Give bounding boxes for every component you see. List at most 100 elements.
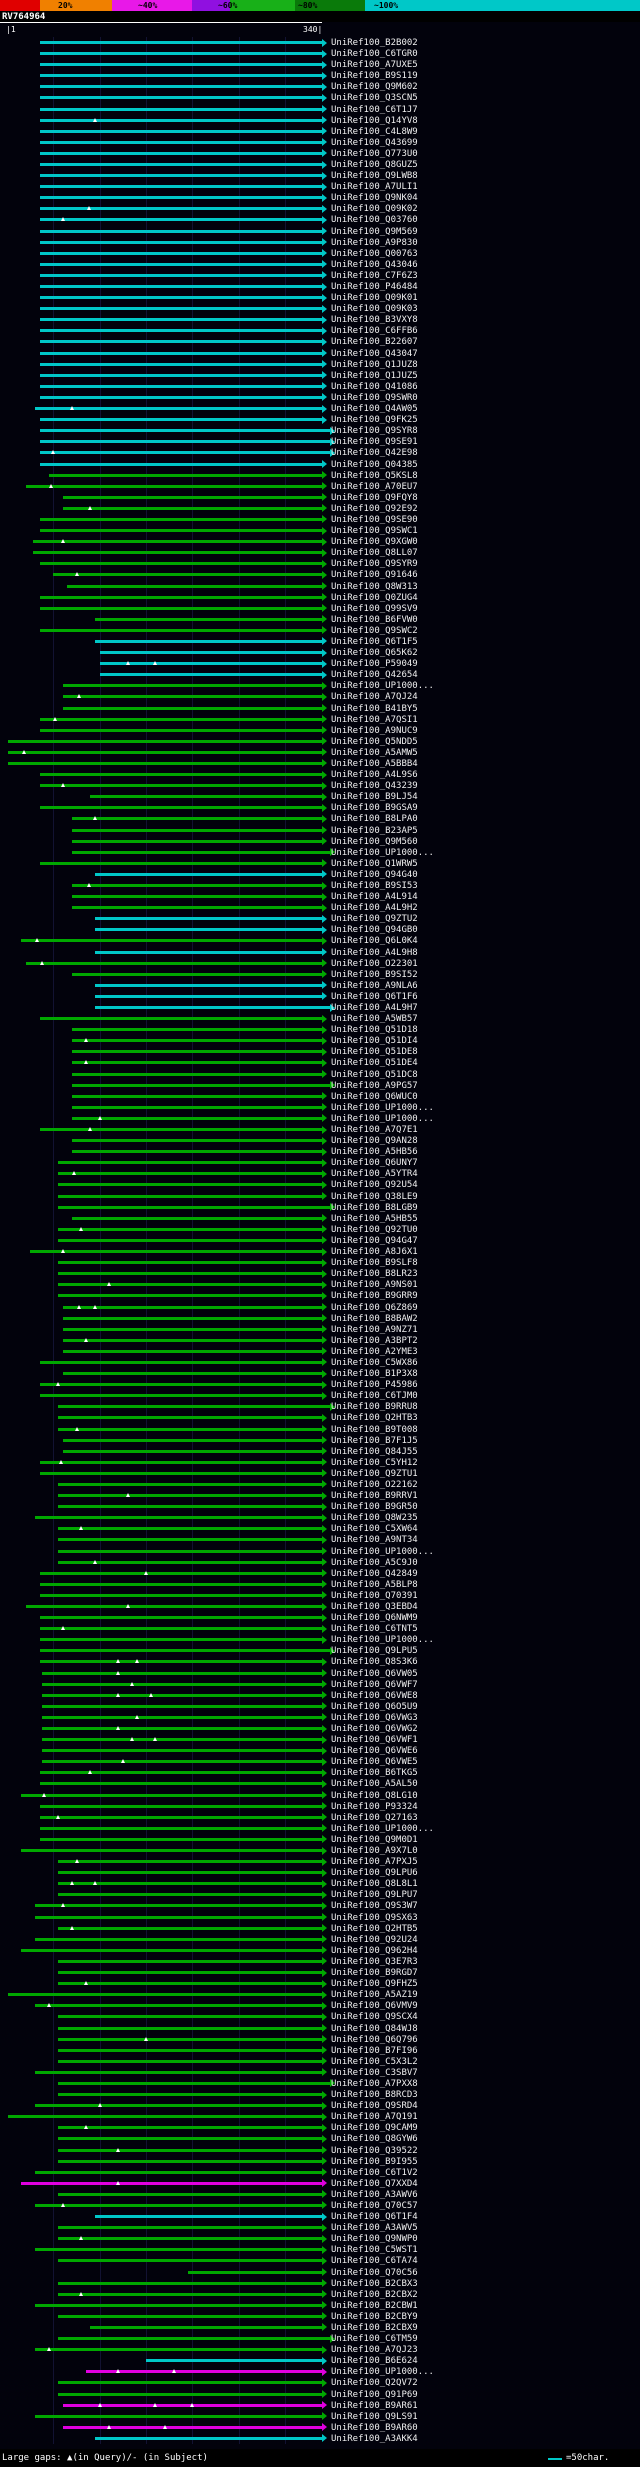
hit-bar[interactable]	[39, 1360, 322, 1364]
hit-label[interactable]: UniRef100_Q6VWG2	[331, 1724, 418, 1734]
hit-label[interactable]: UniRef100_A4L9H8	[331, 947, 418, 958]
hit-label[interactable]: UniRef100_A7Q191	[331, 2112, 418, 2123]
hit-label[interactable]: UniRef100_Q94G47	[331, 1235, 418, 1246]
hit-bar[interactable]	[58, 1560, 322, 1564]
hit-label[interactable]: UniRef100_Q51DE8	[331, 1047, 418, 1058]
hit-bar[interactable]	[8, 1993, 322, 1997]
hit-bar[interactable]	[58, 1172, 322, 1176]
hit-label[interactable]: UniRef100_B2CBW1	[331, 2300, 418, 2311]
hit-bar[interactable]	[95, 2215, 322, 2219]
hit-label[interactable]: UniRef100_Q9AN28	[331, 1136, 418, 1147]
hit-label[interactable]: UniRef100_Q1WRW5	[331, 858, 418, 869]
hit-bar[interactable]	[39, 1593, 322, 1597]
hit-label[interactable]: UniRef100_B3VXY8	[331, 315, 418, 326]
hit-label[interactable]: UniRef100_Q84WJ8	[331, 2023, 418, 2034]
hit-bar[interactable]	[34, 2303, 322, 2307]
hit-label[interactable]: UniRef100_Q43046	[331, 259, 418, 270]
hit-label[interactable]: UniRef100_C6TM59	[331, 2334, 418, 2345]
hit-bar[interactable]	[39, 462, 322, 466]
hit-bar[interactable]	[34, 1516, 322, 1520]
hit-bar[interactable]	[58, 1971, 322, 1975]
hit-bar[interactable]	[39, 129, 322, 133]
hit-label[interactable]: UniRef100_Q773U0	[331, 148, 418, 159]
hit-label[interactable]: UniRef100_Q51D18	[331, 1025, 418, 1036]
hit-label[interactable]: UniRef100_A5HB55	[331, 1213, 418, 1224]
hit-label[interactable]: UniRef100_A9X7L0	[331, 1846, 418, 1857]
hit-bar[interactable]	[39, 251, 322, 255]
hit-bar[interactable]	[39, 174, 322, 178]
hit-bar[interactable]	[187, 2270, 322, 2274]
hit-label[interactable]: UniRef100_Q99SV9	[331, 603, 418, 614]
hit-label[interactable]: UniRef100_Q4AW05	[331, 404, 418, 415]
hit-label[interactable]: UniRef100_Q39522	[331, 2145, 418, 2156]
hit-label[interactable]: UniRef100_Q70C57	[331, 2200, 418, 2211]
hit-label[interactable]: UniRef100_A7QJ24	[331, 692, 418, 703]
hit-label[interactable]: UniRef100_A7QJ23	[331, 2345, 418, 2356]
hit-bar[interactable]	[25, 484, 322, 488]
hit-label[interactable]: UniRef100_Q8GUZ5	[331, 160, 418, 170]
hit-bar[interactable]	[21, 1793, 322, 1797]
hit-bar[interactable]	[39, 151, 322, 155]
hit-label[interactable]: UniRef100_Q9SE91	[331, 437, 418, 448]
hit-label[interactable]: UniRef100_Q9M560	[331, 836, 418, 847]
hit-label[interactable]: UniRef100_Q6T1F4	[331, 2212, 418, 2223]
hit-label[interactable]: UniRef100_Q6T1F6	[331, 991, 418, 1002]
hit-bar[interactable]	[58, 1482, 322, 1486]
hit-label[interactable]: UniRef100_C5YH12	[331, 1457, 418, 1468]
hit-label[interactable]: UniRef100_B9GR50	[331, 1502, 418, 1513]
hit-bar[interactable]	[39, 429, 330, 433]
hit-label[interactable]: UniRef100_B2B002	[331, 38, 418, 48]
hit-bar[interactable]	[58, 1183, 322, 1187]
hit-label[interactable]: UniRef100_Q92TU0	[331, 1224, 418, 1235]
hit-label[interactable]: UniRef100_Q09K03	[331, 304, 418, 315]
hit-bar[interactable]	[8, 739, 322, 743]
hit-label[interactable]: UniRef100_UP1000...	[331, 2367, 434, 2378]
hit-bar[interactable]	[71, 895, 322, 899]
hit-bar[interactable]	[39, 1017, 322, 1021]
hit-label[interactable]: UniRef100_B9AR61	[331, 2400, 418, 2411]
hit-bar[interactable]	[39, 1571, 322, 1575]
hit-bar[interactable]	[58, 1505, 322, 1509]
hit-label[interactable]: UniRef100_A7ULI1	[331, 182, 418, 193]
hit-bar[interactable]	[58, 1294, 322, 1298]
hit-label[interactable]: UniRef100_Q6VWE6	[331, 1746, 418, 1757]
hit-bar[interactable]	[58, 2259, 322, 2263]
hit-bar[interactable]	[39, 318, 322, 322]
hit-bar[interactable]	[42, 1682, 322, 1686]
hit-label[interactable]: UniRef100_B6TKG5	[331, 1768, 418, 1779]
hit-label[interactable]: UniRef100_C5XW64	[331, 1524, 418, 1535]
hit-bar[interactable]	[95, 617, 322, 621]
hit-label[interactable]: UniRef100_A7QSI1	[331, 714, 418, 725]
hit-label[interactable]: UniRef100_B9RRV1	[331, 1491, 418, 1502]
hit-bar[interactable]	[42, 1727, 322, 1730]
hit-bar[interactable]	[34, 2414, 322, 2418]
hit-label[interactable]: UniRef100_Q8GYW6	[331, 2134, 418, 2145]
hit-label[interactable]: UniRef100_Q42E98	[331, 448, 418, 459]
hit-label[interactable]: UniRef100_Q6O5U9	[331, 1701, 418, 1712]
hit-label[interactable]: UniRef100_Q6VW05	[331, 1668, 418, 1679]
hit-label[interactable]: UniRef100_Q92E92	[331, 503, 418, 514]
hit-bar[interactable]	[62, 495, 322, 499]
hit-bar[interactable]	[33, 551, 322, 555]
hit-label[interactable]: UniRef100_A5YTR4	[331, 1169, 418, 1180]
hit-label[interactable]: UniRef100_B9RGD7	[331, 1968, 418, 1979]
hit-bar[interactable]	[39, 529, 322, 533]
hit-label[interactable]: UniRef100_P46484	[331, 282, 418, 293]
hit-label[interactable]: UniRef100_A3AWV5	[331, 2223, 418, 2234]
hit-bar[interactable]	[39, 595, 322, 599]
hit-label[interactable]: UniRef100_A9P830	[331, 237, 418, 248]
hit-bar[interactable]	[58, 2037, 322, 2041]
hit-bar[interactable]	[58, 2237, 322, 2241]
hit-bar[interactable]	[58, 1959, 322, 1963]
hit-bar[interactable]	[39, 1649, 330, 1653]
hit-label[interactable]: UniRef100_A7PXJ5	[331, 1857, 418, 1868]
hit-label[interactable]: UniRef100_A5HB56	[331, 1147, 418, 1158]
hit-label[interactable]: UniRef100_B9GRR9	[331, 1291, 418, 1302]
hit-bar[interactable]	[58, 2148, 322, 2152]
hit-label[interactable]: UniRef100_Q3EBD4	[331, 1602, 418, 1612]
hit-bar[interactable]	[39, 1771, 322, 1775]
hit-bar[interactable]	[34, 2004, 322, 2008]
hit-bar[interactable]	[39, 351, 322, 355]
hit-label[interactable]: UniRef100_B22607	[331, 337, 418, 348]
hit-label[interactable]: UniRef100_Q91646	[331, 570, 418, 581]
